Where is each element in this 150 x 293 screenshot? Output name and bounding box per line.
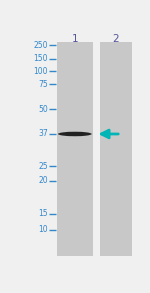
- Text: 100: 100: [33, 67, 48, 76]
- Text: 37: 37: [38, 130, 48, 139]
- Text: 150: 150: [33, 54, 48, 63]
- Text: 25: 25: [38, 162, 48, 171]
- Text: 20: 20: [38, 176, 48, 185]
- Text: 250: 250: [33, 41, 48, 50]
- Text: 50: 50: [38, 105, 48, 114]
- Text: 75: 75: [38, 80, 48, 89]
- Ellipse shape: [58, 132, 92, 136]
- Text: 2: 2: [112, 34, 119, 44]
- Bar: [100, 42, 132, 256]
- Bar: [57, 42, 93, 256]
- Text: 15: 15: [38, 209, 48, 218]
- Text: 1: 1: [72, 34, 78, 44]
- Text: 10: 10: [38, 225, 48, 234]
